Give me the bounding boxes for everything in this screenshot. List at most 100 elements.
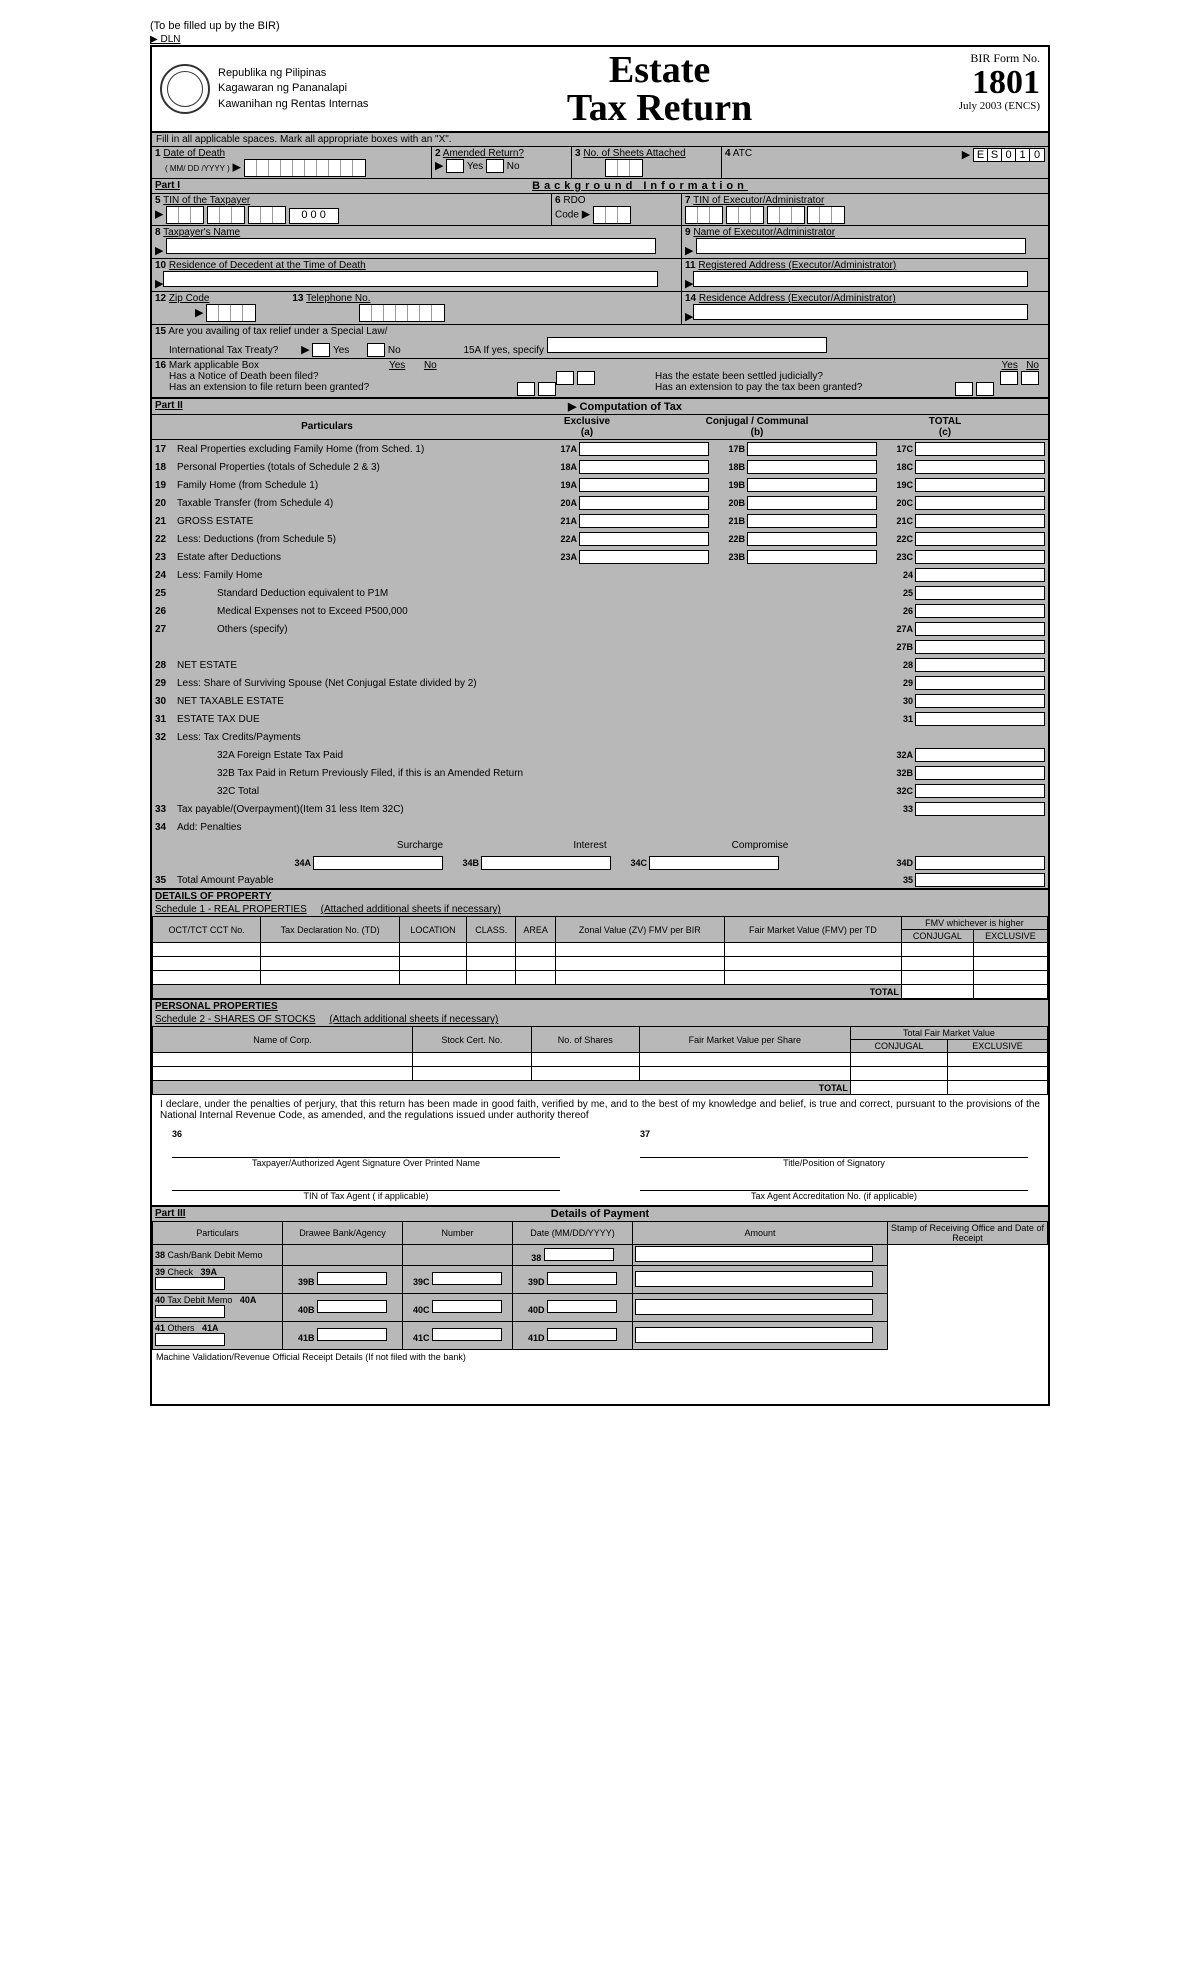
part3-title: Details of Payment [402, 1207, 798, 1221]
part2-label: Part II [152, 399, 502, 414]
f2-no: No [507, 161, 520, 172]
rdo-code-input[interactable] [593, 206, 631, 224]
executor-name-input[interactable] [696, 238, 1026, 254]
amended-yes-checkbox[interactable] [446, 159, 464, 173]
header-row: Republika ng Pilipinas Kagawaran ng Pana… [152, 47, 1048, 132]
f4-label: ATC [733, 148, 752, 159]
f35-label: Total Amount Payable [177, 875, 887, 886]
tin-taxpayer-input-2[interactable] [207, 206, 245, 224]
f1-label: Date of Death [163, 148, 225, 159]
comp-row-26: 26Medical Expenses not to Exceed P500,00… [152, 602, 1048, 620]
comp-row-22: 22Less: Deductions (from Schedule 5)22A2… [152, 530, 1048, 548]
f5-label: TIN of the Taxpayer [163, 195, 250, 206]
hdr-exclusive: Exclusive [564, 416, 610, 427]
row-16: 16 Mark applicable Box Yes No Yes No Has… [152, 358, 1048, 397]
registered-address-input[interactable] [693, 271, 1028, 287]
34b: 34B [453, 858, 481, 868]
sig3: TIN of Tax Agent ( if applicable) [172, 1191, 560, 1201]
tin-executor-input-3[interactable] [767, 206, 805, 224]
hdr-conjugal: Conjugal / Communal [706, 416, 809, 427]
payment-table: Particulars Drawee Bank/Agency Number Da… [152, 1221, 1048, 1350]
s2-c6: EXCLUSIVE [948, 1040, 1048, 1053]
declaration: I declare, under the penalties of perjur… [152, 1095, 1048, 1125]
f15-label: Are you availing of tax relief under a S… [168, 326, 387, 337]
interest-input[interactable] [481, 856, 611, 870]
title-line1: Estate [372, 51, 946, 89]
dln-label: ▶ DLN [150, 34, 1050, 45]
sched1-table: OCT/TCT CCT No. Tax Declaration No. (TD)… [152, 916, 1048, 999]
residence-address-input[interactable] [693, 304, 1028, 320]
comp-row-20: 20Taxable Transfer (from Schedule 4)20A2… [152, 494, 1048, 512]
form-no-number: 1801 [959, 66, 1040, 100]
specify-input[interactable] [547, 337, 827, 353]
relief-yes-checkbox[interactable] [312, 343, 330, 357]
telephone-input[interactable] [359, 304, 445, 322]
fill-instruction: Fill in all applicable spaces. Mark all … [152, 132, 1048, 146]
republic-line2: Kagawaran ng Pananalapi [218, 81, 368, 96]
s2-total: TOTAL [153, 1081, 851, 1095]
part1-title: Background Information [432, 179, 848, 193]
f16-label: Mark applicable Box [169, 360, 259, 371]
s2-c5: CONJUGAL [850, 1040, 947, 1053]
amended-no-checkbox[interactable] [486, 159, 504, 173]
sched2-table: Name of Corp. Stock Cert. No. No. of Sha… [152, 1026, 1048, 1095]
row-10-11: 10 Residence of Decedent at the Time of … [152, 258, 1048, 291]
hdr-exclusive-sub: (a) [581, 427, 593, 438]
row-1-4: 1 Date of Death ( MM/ DD /YYYY ) ▶ 2 Ame… [152, 146, 1048, 178]
tin-executor-input-2[interactable] [726, 206, 764, 224]
hdr-total-sub: (c) [939, 427, 951, 438]
sched2-title-row: Schedule 2 - SHARES OF STOCKS (Attach ad… [152, 1013, 1048, 1026]
machine-validation: Machine Validation/Revenue Official Rece… [152, 1350, 1048, 1364]
tin-executor-input[interactable] [685, 206, 723, 224]
comp-row-23: 23Estate after Deductions23A23B23C [152, 548, 1048, 566]
n36: 36 [172, 1129, 560, 1139]
q2-yes[interactable] [517, 382, 535, 396]
q4-no[interactable] [976, 382, 994, 396]
row-12-14: 12 Zip Code 13 Telephone No. ▶ 14 Reside… [152, 291, 1048, 324]
q1-yes[interactable] [556, 371, 574, 385]
ph0: Particulars [153, 1222, 283, 1245]
s2-c1: Stock Cert. No. [413, 1027, 532, 1053]
comp-row-34: 34Add: Penalties [152, 818, 1048, 836]
sig2: Title/Position of Signatory [640, 1158, 1028, 1168]
s1-c3: CLASS. [467, 917, 516, 943]
f2-yes: Yes [467, 161, 483, 172]
sheets-attached-input[interactable] [605, 159, 643, 177]
q1-no[interactable] [577, 371, 595, 385]
republic-line1: Republika ng Pilipinas [218, 66, 368, 81]
comp-row-: 32A Foreign Estate Tax Paid32A [152, 746, 1048, 764]
hdr-conjugal-sub: (b) [751, 427, 764, 438]
q2-no[interactable] [538, 382, 556, 396]
f13-label: Telephone No. [306, 293, 371, 304]
q4-yes[interactable] [955, 382, 973, 396]
personal-prop: PERSONAL PROPERTIES [152, 999, 1048, 1013]
tin-taxpayer-input-3[interactable] [248, 206, 286, 224]
c35: 35 [887, 875, 915, 885]
s1-total: TOTAL [153, 985, 902, 999]
sig4: Tax Agent Accreditation No. (if applicab… [640, 1191, 1028, 1201]
taxpayer-name-input[interactable] [166, 238, 656, 254]
ph3: Date (MM/DD/YYYY) [513, 1222, 633, 1245]
q3-no[interactable] [1021, 371, 1039, 385]
f16-q4: Has an extension to pay the tax been gra… [655, 382, 862, 393]
zip-code-input[interactable] [206, 304, 256, 322]
comp-row-32: 32Less: Tax Credits/Payments [152, 728, 1048, 746]
q3-yes[interactable] [1000, 371, 1018, 385]
tin-taxpayer-input[interactable] [166, 206, 204, 224]
relief-no-checkbox[interactable] [367, 343, 385, 357]
surcharge-input[interactable] [313, 856, 443, 870]
f14-label: Residence Address (Executor/Administrato… [699, 293, 896, 304]
residence-decedent-input[interactable] [163, 271, 658, 287]
s1-c4: AREA [516, 917, 555, 943]
tin-executor-input-4[interactable] [807, 206, 845, 224]
part3-label: Part III [152, 1207, 402, 1221]
comp-row-: 32B Tax Paid in Return Previously Filed,… [152, 764, 1048, 782]
compromise-input[interactable] [649, 856, 779, 870]
date-of-death-input[interactable] [244, 159, 366, 177]
no-hdr-l: No [424, 360, 437, 371]
computation-rows: 17Real Properties excluding Family Home … [152, 440, 1048, 836]
seal-icon [160, 64, 210, 114]
total-payable-input[interactable] [915, 873, 1045, 887]
penalty-total-input[interactable] [915, 856, 1045, 870]
comp-row-30: 30NET TAXABLE ESTATE30 [152, 692, 1048, 710]
